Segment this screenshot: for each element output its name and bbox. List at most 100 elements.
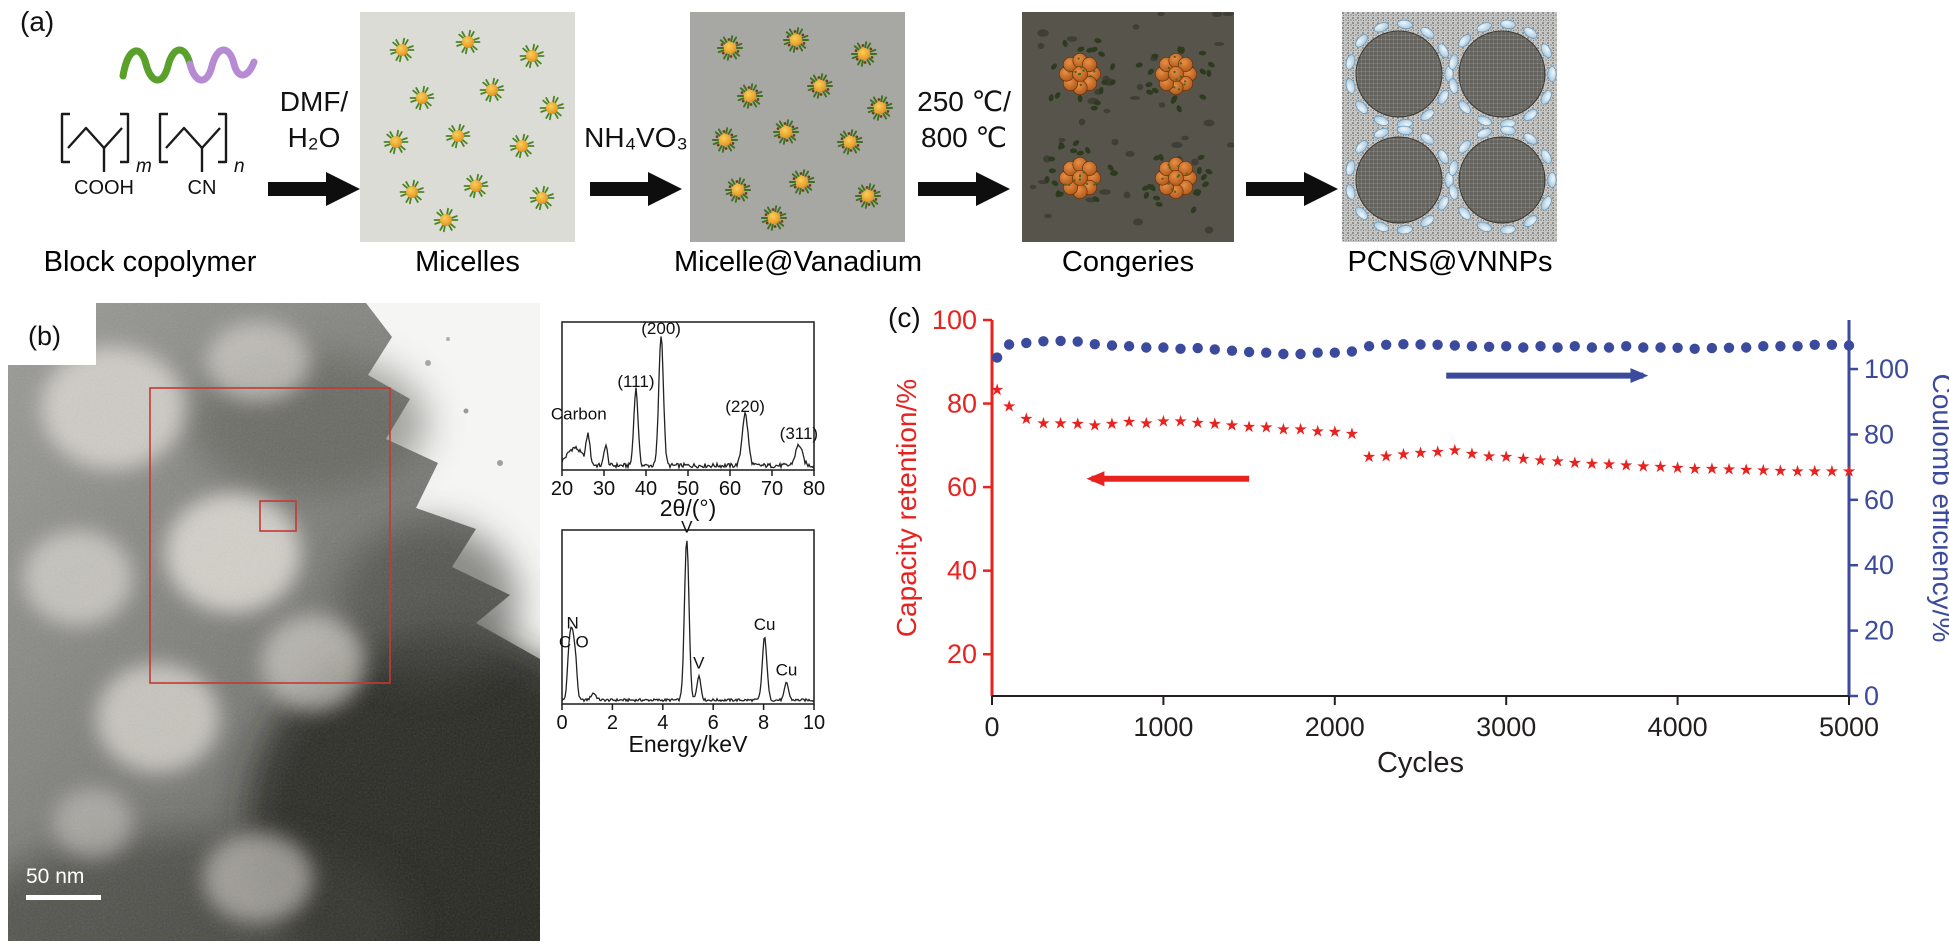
caption-micelles: Micelles	[415, 246, 520, 278]
svg-text:3000: 3000	[1476, 712, 1536, 742]
efficiency-point	[1706, 342, 1718, 354]
efficiency-point	[1141, 342, 1152, 353]
capacity-point: ★	[1619, 458, 1633, 475]
capacity-point: ★	[1739, 462, 1753, 479]
left-axis-title: Capacity retention/%	[891, 379, 922, 637]
capacity-point: ★	[1225, 417, 1239, 434]
svg-text:8: 8	[758, 712, 769, 734]
efficiency-point	[1603, 342, 1615, 353]
capacity-point: ★	[1688, 461, 1702, 478]
svg-text:5000: 5000	[1819, 712, 1879, 742]
capacity-point: ★	[1585, 456, 1599, 473]
efficiency-point	[1552, 342, 1563, 353]
capacity-point: ★	[1550, 453, 1564, 470]
arrow-3-line1: 250 ℃/	[917, 86, 1011, 118]
capacity-point: ★	[1705, 461, 1719, 478]
capacity-point: ★	[1139, 415, 1153, 432]
pcns-vnnps-image	[1342, 12, 1557, 242]
efficiency-point	[1466, 341, 1478, 352]
efficiency-point	[1843, 340, 1855, 351]
cooh-label: COOH	[74, 177, 134, 199]
svg-text:0: 0	[984, 712, 999, 742]
efficiency-point	[1329, 347, 1340, 358]
reaction-arrow-1-label: DMF/ H₂O	[280, 76, 348, 156]
capacity-point: ★	[1482, 448, 1496, 465]
capacity-point: ★	[1756, 463, 1770, 480]
capacity-point: ★	[1105, 416, 1119, 433]
efficiency-point	[1809, 339, 1820, 350]
peak-label: Cu	[776, 660, 798, 679]
peak-label: V	[681, 518, 693, 537]
arrow-1-line1: DMF/	[279, 86, 349, 118]
efficiency-point	[1209, 344, 1220, 355]
efficiency-point	[1261, 347, 1272, 358]
peak-label: (200)	[641, 319, 681, 338]
eds-spectrum-chart: 0 2 4 6 8 10 Energy/keV CNO V V Cu Cu	[556, 518, 825, 757]
caption-congeries: Congeries	[1061, 246, 1195, 278]
efficiency-point	[1226, 345, 1238, 356]
reaction-arrow-1: DMF/ H₂O	[266, 76, 362, 208]
capacity-point: ★	[1413, 445, 1427, 462]
svg-text:30: 30	[593, 478, 615, 500]
capacity-point: ★	[1002, 399, 1016, 416]
svg-text:0: 0	[1864, 681, 1879, 711]
efficiency-point	[1569, 341, 1580, 352]
svg-text:2000: 2000	[1305, 712, 1365, 742]
tem-image: (b) 50 nm	[8, 303, 540, 941]
panel-b-label: (b)	[28, 321, 61, 351]
svg-text:60: 60	[947, 472, 977, 502]
peak-label: N	[566, 613, 578, 632]
tem-roi-small-rect	[259, 500, 297, 532]
efficiency-point	[1792, 341, 1803, 352]
capacity-point: ★	[1773, 463, 1787, 480]
right-arrow-icon	[268, 172, 360, 206]
capacity-point: ★	[1448, 443, 1462, 460]
capacity-point: ★	[1842, 463, 1856, 480]
svg-text:40: 40	[1864, 550, 1894, 580]
peak-label: Carbon	[551, 405, 607, 424]
capacity-point: ★	[1276, 422, 1290, 439]
panel-a-label: (a)	[20, 6, 55, 37]
svg-text:6: 6	[708, 712, 719, 734]
capacity-point: ★	[1533, 453, 1547, 470]
right-arrow-icon	[1246, 172, 1338, 206]
efficiency-point	[1003, 339, 1015, 350]
svg-text:60: 60	[719, 478, 741, 500]
capacity-point: ★	[1362, 449, 1376, 466]
x-axis-label: 2θ/(°)	[660, 495, 717, 521]
efficiency-point	[1483, 341, 1495, 352]
efficiency-point	[1123, 341, 1135, 352]
reaction-arrow-2: NH₄VO₃	[584, 76, 688, 208]
capacity-point: ★	[1345, 426, 1359, 443]
peak-label: Cu	[754, 615, 776, 634]
capacity-point: ★	[1636, 458, 1650, 475]
efficiency-point	[1449, 340, 1460, 351]
efficiency-point	[1192, 342, 1203, 354]
peak-label: (111)	[617, 372, 654, 391]
capacity-point: ★	[1465, 446, 1479, 463]
efficiency-point	[1621, 341, 1632, 352]
peak-label: (311)	[780, 424, 818, 443]
efficiency-point	[1398, 339, 1409, 350]
svg-text:60: 60	[1864, 485, 1894, 515]
svg-text:80: 80	[803, 478, 825, 500]
svg-text:0: 0	[556, 712, 567, 734]
efficiency-point	[1278, 348, 1289, 360]
svg-text:4: 4	[657, 712, 668, 734]
repeat-unit-left	[60, 112, 130, 172]
caption-micelle-vanadium: Micelle@Vanadium	[673, 246, 923, 278]
efficiency-point	[1363, 341, 1375, 352]
capacity-point: ★	[1156, 413, 1170, 430]
efficiency-point	[1741, 342, 1752, 353]
capacity-point: ★	[1430, 444, 1444, 461]
scale-bar	[26, 895, 101, 900]
svg-text:70: 70	[761, 478, 783, 500]
capacity-point: ★	[1310, 423, 1324, 440]
svg-text:50: 50	[677, 478, 699, 500]
capacity-point: ★	[1653, 459, 1667, 476]
reaction-arrow-4	[1244, 76, 1340, 208]
panel-b-label-box	[8, 303, 96, 365]
tem-roi-rect	[149, 387, 391, 684]
efficiency-point	[1672, 342, 1683, 353]
efficiency-point	[991, 352, 1003, 363]
